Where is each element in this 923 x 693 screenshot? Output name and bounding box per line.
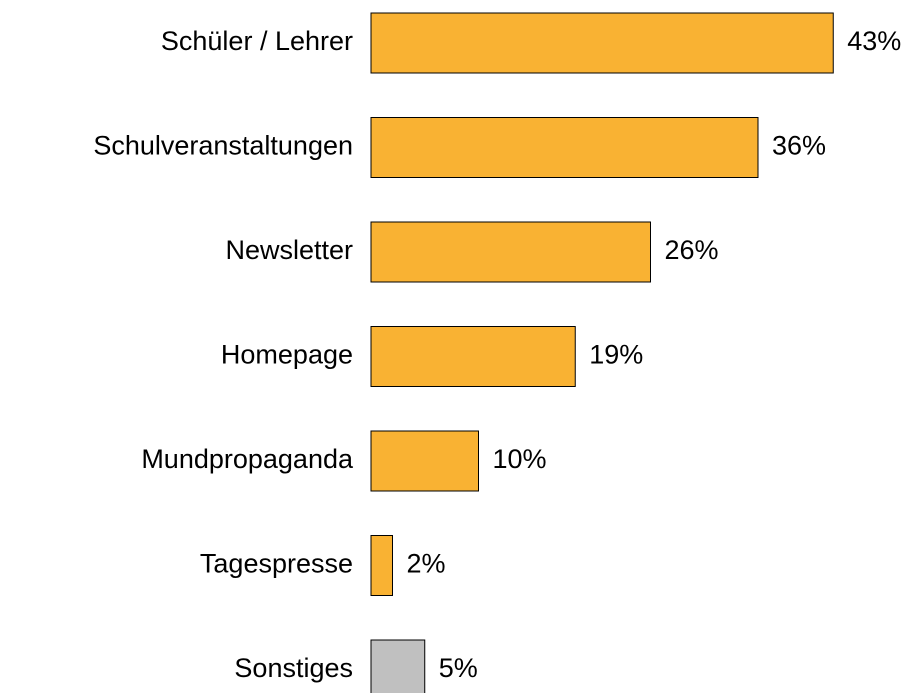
bar: [370, 535, 393, 596]
category-label: Homepage: [221, 340, 353, 370]
value-label: 43%: [847, 26, 901, 56]
bar: [370, 12, 834, 74]
value-label: 19%: [589, 340, 643, 370]
value-label: 10%: [493, 444, 547, 474]
category-label: Schüler / Lehrer: [161, 26, 353, 56]
category-label: Newsletter: [225, 235, 353, 265]
bar: [370, 221, 651, 283]
value-label: 26%: [665, 235, 719, 265]
category-label: Sonstiges: [234, 653, 353, 683]
category-label: Tagespresse: [200, 549, 353, 579]
bar: [370, 639, 426, 693]
bar: [370, 430, 479, 492]
category-label: Mundpropaganda: [141, 444, 354, 474]
bar: [370, 117, 759, 178]
value-label: 2%: [407, 549, 446, 579]
value-label: 36%: [772, 131, 826, 161]
value-label: 5%: [439, 653, 478, 683]
category-label: Schulveranstaltungen: [93, 131, 353, 161]
bar: [370, 326, 576, 387]
